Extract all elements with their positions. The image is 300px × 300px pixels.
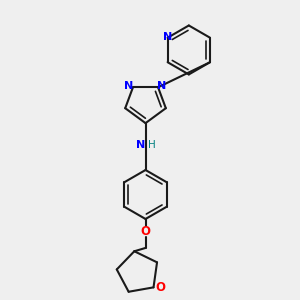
Text: O: O	[140, 225, 151, 238]
Text: N: N	[157, 81, 167, 91]
Text: H: H	[148, 140, 156, 150]
Text: O: O	[155, 281, 165, 294]
Text: N: N	[136, 140, 145, 150]
Text: N: N	[124, 81, 134, 91]
Text: N: N	[163, 32, 172, 42]
